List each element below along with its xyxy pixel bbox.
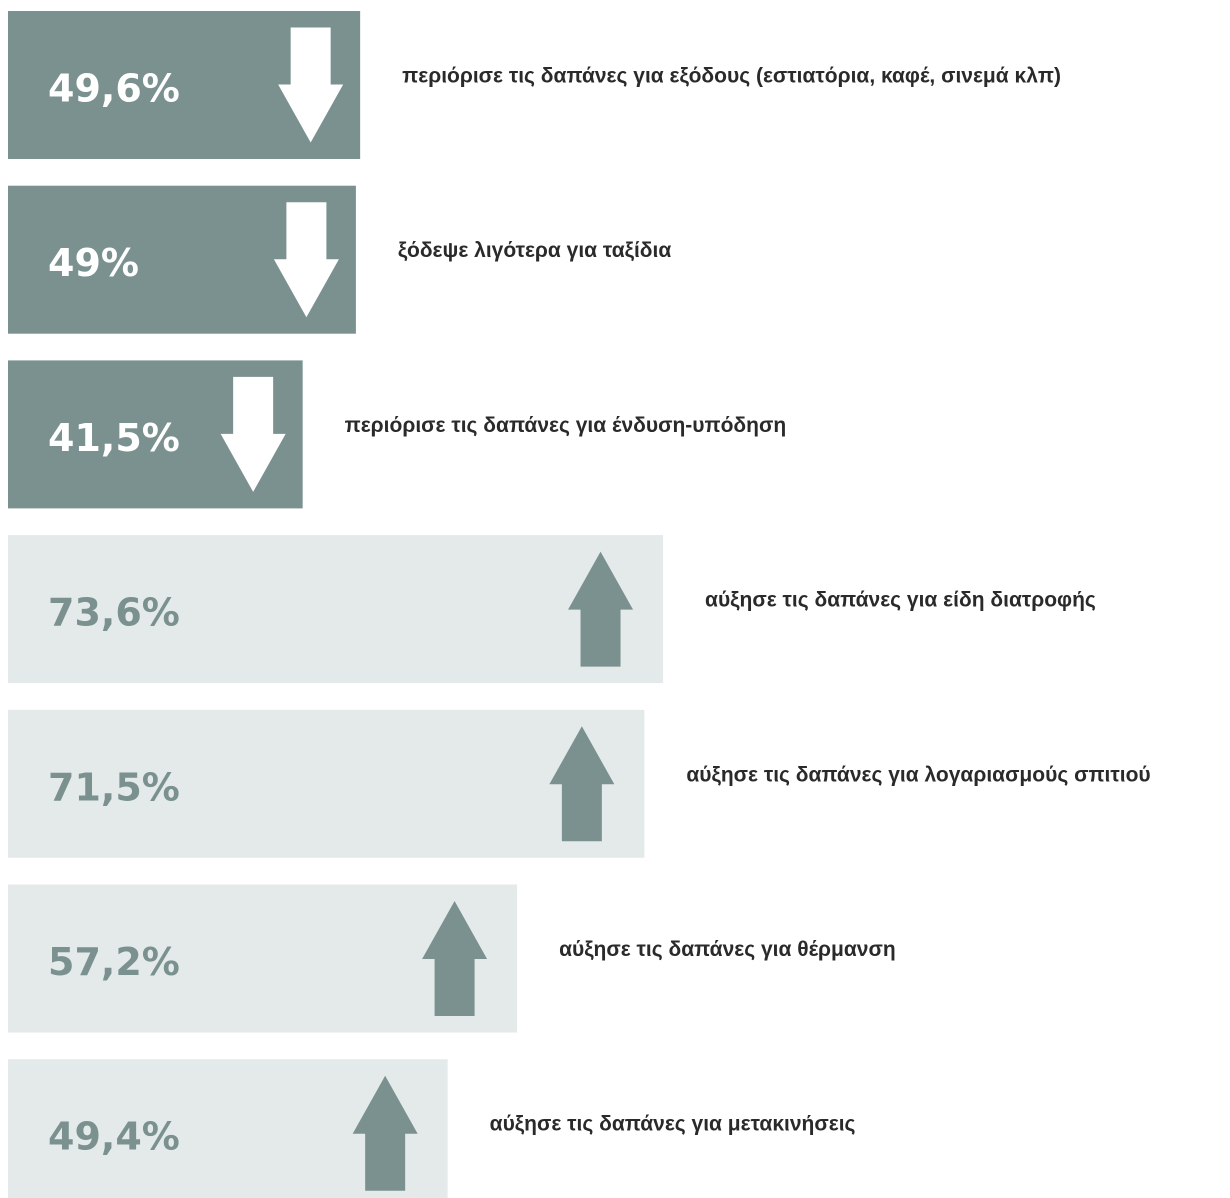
arrow-icon: [568, 551, 634, 667]
value-label: 49,4%: [48, 1115, 180, 1159]
value-label: 73,6%: [48, 591, 180, 635]
category-label: αύξησε τις δαπάνες για θέρμανση: [559, 938, 896, 961]
arrow-icon: [549, 726, 615, 842]
value-label: 57,2%: [48, 940, 180, 984]
bar: [8, 709, 645, 858]
arrow-icon: [278, 27, 344, 143]
arrow-icon: [273, 202, 339, 318]
value-label: 71,5%: [48, 765, 180, 809]
category-label: αύξησε τις δαπάνες για είδη διατροφής: [705, 589, 1096, 612]
value-label: 49,6%: [48, 67, 180, 111]
value-label: 49%: [48, 241, 139, 285]
category-label: αύξησε τις δαπάνες για λογαριασμούς σπιτ…: [686, 763, 1150, 786]
value-label: 41,5%: [48, 416, 180, 460]
category-label: αύξησε τις δαπάνες για μετακινήσεις: [490, 1113, 856, 1136]
bar: [8, 535, 664, 684]
category-label: περιόρισε τις δαπάνες για ένδυση-υπόδηση: [345, 414, 787, 437]
arrow-icon: [220, 376, 286, 492]
category-label: περιόρισε τις δαπάνες για εξόδους (εστια…: [402, 65, 1061, 88]
arrow-icon: [352, 1075, 418, 1191]
category-label: ξόδεψε λιγότερα για ταξίδια: [398, 239, 671, 262]
arrow-icon: [422, 901, 488, 1016]
